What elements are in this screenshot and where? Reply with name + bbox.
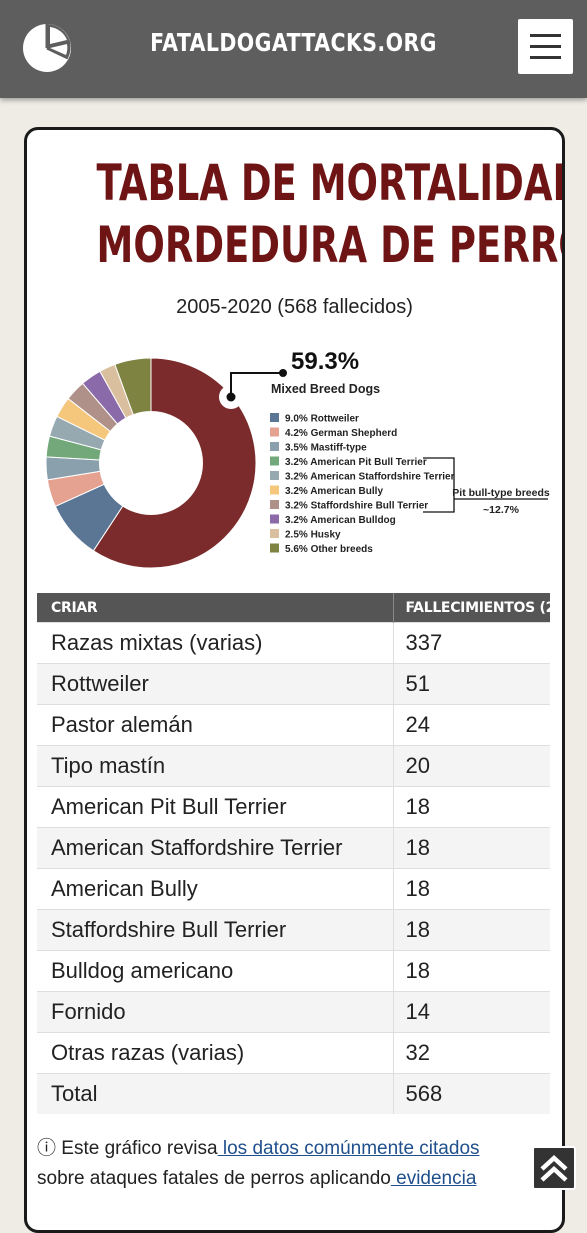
bracket-percent: ~12.7% (483, 504, 520, 516)
callout-line (230, 372, 283, 397)
page-title: TABLA DE MORTALIDAD POR MORDEDURA DE PER… (96, 152, 565, 276)
deaths-cell: 18 (392, 950, 550, 992)
breed-cell: American Pit Bull Terrier (37, 786, 393, 828)
deaths-cell: 18 (392, 827, 550, 869)
note-text-2: sobre ataques fatales de perros aplicand… (37, 1168, 391, 1189)
hamburger-menu-icon (530, 45, 561, 48)
table-row: Bulldog americano 18 (37, 950, 550, 992)
legend-swatch-2 (270, 427, 279, 437)
bracket-label: Pit bull-type breeds (452, 487, 550, 499)
deaths-cell: 18 (392, 868, 550, 910)
scroll-to-top-button[interactable] (532, 1146, 576, 1190)
top-navigation-bar: FATALDOGATTACKS.ORG (0, 0, 587, 98)
legend-swatch-3 (270, 442, 279, 451)
legend-label-3: 3.5% Mastiff-type (285, 443, 367, 454)
table-row: Tipo mastín 20 (37, 745, 550, 787)
table-row: Total 568 (37, 1073, 550, 1114)
highlight-label: Mixed Breed Dogs (271, 382, 380, 396)
deaths-cell: 568 (392, 1073, 550, 1114)
chevron-up-icon (540, 1154, 568, 1182)
deaths-cell: 337 (392, 622, 550, 664)
legend-label-9: 2.5% Husky (285, 530, 341, 541)
breed-table-wrapper[interactable]: CRIAR FALLECIMIENTOS (2005-2020) Razas m… (37, 593, 550, 1114)
table-row: Razas mixtas (varias) 337 (37, 622, 550, 664)
breed-cell: Fornido (37, 991, 393, 1033)
callout-dot-end (279, 369, 287, 377)
pit-bull-bracket (423, 457, 455, 513)
legend-swatch-9 (270, 529, 279, 538)
legend-swatch-8 (270, 514, 279, 524)
table-header-row: CRIAR FALLECIMIENTOS (2005-2020) (37, 593, 550, 623)
breed-cell: Total (37, 1073, 393, 1114)
column-header-deaths[interactable]: FALLECIMIENTOS (2005-2020) (392, 593, 550, 623)
breed-cell: Pastor alemán (37, 704, 393, 746)
breed-pie-chart: 59.3% Mixed Breed Dogs 9.0% Rottweiler 4.… (45, 348, 550, 569)
breed-cell: Rottweiler (37, 663, 393, 705)
table-row: Rottweiler 51 (37, 663, 550, 705)
deaths-cell: 14 (392, 991, 550, 1033)
donut-hole (99, 411, 203, 515)
table-row: American Bully 18 (37, 868, 550, 910)
commonly-cited-data-link[interactable]: los datos comúnmente citados (217, 1138, 480, 1159)
legend-swatch-7 (270, 500, 279, 509)
hamburger-menu-button[interactable] (518, 19, 573, 74)
breed-cell: Razas mixtas (varias) (37, 622, 393, 664)
legend-label-5: 3.2% American Staffordshire Terrier (285, 472, 455, 483)
deaths-cell: 51 (392, 663, 550, 705)
hamburger-menu-icon (530, 56, 561, 59)
page-title-line2: MORDEDURA DE PERRO (96, 216, 565, 274)
breed-fatality-table: CRIAR FALLECIMIENTOS (2005-2020) Razas m… (37, 593, 550, 1114)
legend-swatch-6 (270, 485, 279, 495)
deaths-cell: 18 (392, 786, 550, 828)
pie-chart-logo-icon[interactable] (20, 22, 74, 74)
legend-label-2: 4.2% German Shepherd (285, 428, 397, 439)
highlight-percent: 59.3% (291, 348, 359, 375)
info-icon: ⓘ (37, 1138, 57, 1159)
legend-swatch-10 (270, 543, 279, 553)
breed-cell: Otras razas (varias) (37, 1032, 393, 1074)
table-row: Otras razas (varias) 32 (37, 1032, 550, 1074)
breed-cell: American Bully (37, 868, 393, 910)
deaths-cell: 32 (392, 1032, 550, 1074)
legend-swatch-1 (270, 413, 279, 422)
legend-swatch-4 (270, 456, 279, 466)
hamburger-menu-icon (530, 34, 561, 37)
breed-cell: Bulldog americano (37, 950, 393, 992)
legend-label-4: 3.2% American Pit Bull Terrier (285, 457, 427, 468)
legend-label-10: 5.6% Other breeds (285, 544, 373, 555)
breed-cell: American Staffordshire Terrier (37, 827, 393, 869)
page-title-line1: TABLA DE MORTALIDAD POR (96, 154, 565, 212)
evidence-link[interactable]: evidencia (390, 1168, 477, 1189)
deaths-cell: 24 (392, 704, 550, 746)
breed-cell: Staffordshire Bull Terrier (37, 909, 393, 951)
table-row: American Staffordshire Terrier 18 (37, 827, 550, 869)
breed-cell: Tipo mastín (37, 745, 393, 787)
legend-label-7: 3.2% Staffordshire Bull Terrier (285, 501, 428, 512)
chart-subtitle: 2005-2020 (568 fallecidos) (176, 296, 413, 318)
table-row: American Pit Bull Terrier 18 (37, 786, 550, 828)
table-row: Staffordshire Bull Terrier 18 (37, 909, 550, 951)
site-title[interactable]: FATALDOGATTACKS.ORG (150, 28, 437, 57)
legend-label-6: 3.2% American Bully (285, 486, 383, 497)
deaths-cell: 18 (392, 909, 550, 951)
legend-swatch-5 (270, 471, 279, 480)
legend-label-1: 9.0% Rottweiler (285, 414, 359, 425)
table-row: Pastor alemán 24 (37, 704, 550, 746)
table-row: Fornido 14 (37, 991, 550, 1033)
column-header-breed[interactable]: CRIAR (37, 593, 393, 623)
deaths-cell: 20 (392, 745, 550, 787)
legend-label-8: 3.2% American Bulldog (285, 515, 396, 526)
chart-note: ⓘ Este gráfico revisa los datos comúnmen… (37, 1134, 547, 1194)
content-card: TABLA DE MORTALIDAD POR MORDEDURA DE PER… (24, 127, 565, 1233)
note-text-1: Este gráfico revisa (56, 1138, 218, 1159)
